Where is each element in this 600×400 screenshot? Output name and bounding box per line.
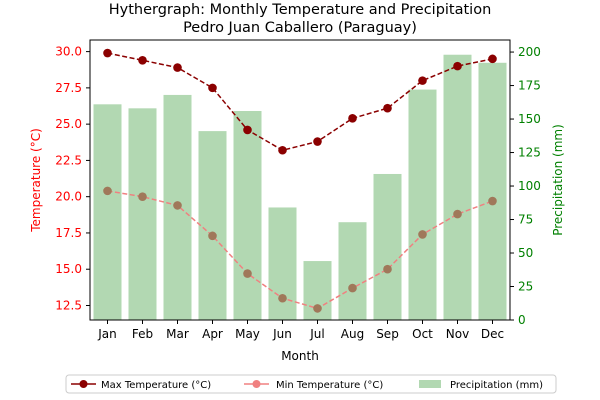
precipitation-bars <box>93 54 507 321</box>
precip-bar-oct <box>408 89 437 320</box>
x-tick-label-apr: Apr <box>202 327 223 341</box>
x-tick-label-oct: Oct <box>412 327 433 341</box>
right-tick-label: 0 <box>518 313 526 327</box>
x-axis-label: Month <box>281 349 319 363</box>
max-temp-point-dec <box>488 54 497 64</box>
x-tick-label-aug: Aug <box>341 327 364 341</box>
left-tick-label: 12.5 <box>55 298 82 312</box>
min-temp-line <box>107 190 493 310</box>
left-axis-ticks: 12.5 15.0 17.5 20.0 22.5 25.0 27.5 30.0 <box>55 45 90 312</box>
left-tick-label: 15.0 <box>55 262 82 276</box>
max-temp-point-may <box>243 125 252 135</box>
right-tick-label: 100 <box>518 179 541 193</box>
right-axis-label: Precipitation (mm) <box>551 124 565 236</box>
right-tick-label: 50 <box>518 246 533 260</box>
x-tick-label-dec: Dec <box>481 327 504 341</box>
precip-bar-aug <box>338 222 367 320</box>
min-temp-point-jan <box>103 186 112 196</box>
right-axis-ticks: 0 25 50 75 100 125 150 175 200 <box>510 45 541 327</box>
precip-bar-apr <box>198 131 227 320</box>
max-temp-point-nov <box>453 61 462 71</box>
legend-label-min: Min Temperature (°C) <box>276 380 383 391</box>
min-temp-point-may <box>243 269 252 278</box>
x-tick-label-jan: Jan <box>97 327 117 341</box>
max-temp-point-feb <box>138 56 147 65</box>
plot-frame <box>89 39 511 321</box>
left-tick-label: 30.0 <box>55 45 82 59</box>
x-tick-label-feb: Feb <box>132 327 153 341</box>
right-tick-label: 175 <box>518 79 541 93</box>
max-temp-point-apr <box>208 83 217 93</box>
max-temp-line <box>107 52 493 152</box>
chart-title: Hythergraph: Monthly Temperature and Pre… <box>109 2 492 18</box>
max-temp-point-mar <box>173 63 182 72</box>
min-temp-point-jun <box>278 293 287 303</box>
x-tick-label-may: May <box>235 327 260 341</box>
precip-bar-jan <box>93 104 122 321</box>
left-tick-label: 20.0 <box>55 190 82 204</box>
min-temp-point-dec <box>488 196 497 206</box>
legend-marker-max <box>79 380 88 388</box>
right-tick-label: 125 <box>518 146 541 160</box>
x-tick-label-sep: Sep <box>376 327 399 341</box>
min-temp-point-sep <box>383 264 392 274</box>
min-temp-point-aug <box>348 283 357 293</box>
max-temp-point-jan <box>103 48 112 58</box>
chart-subtitle: Pedro Juan Caballero (Paraguay) <box>183 20 417 36</box>
min-temp-point-oct <box>418 230 427 239</box>
max-temp-point-sep <box>383 103 392 113</box>
right-tick-label: 200 <box>518 45 541 59</box>
legend-swatch-precip <box>419 380 441 388</box>
min-temp-point-nov <box>453 209 462 219</box>
precip-bar-feb <box>128 108 157 321</box>
min-temp-point-feb <box>138 192 147 201</box>
max-temp-point-aug <box>348 114 357 123</box>
x-tick-label-jun: Jun <box>272 327 292 341</box>
x-tick-label-nov: Nov <box>446 327 469 341</box>
min-temp-point-mar <box>173 201 182 210</box>
right-tick-label: 150 <box>518 112 541 126</box>
legend-label-precip: Precipitation (mm) <box>450 380 543 391</box>
precip-bar-sep <box>373 173 402 320</box>
precip-bar-dec <box>478 62 507 321</box>
legend-frame <box>65 374 557 394</box>
max-temp-point-jul <box>313 137 322 146</box>
legend-marker-min <box>252 380 261 388</box>
right-tick-label: 25 <box>518 280 533 294</box>
left-tick-label: 25.0 <box>55 117 82 131</box>
max-temp-point-oct <box>418 76 427 85</box>
min-temp-point-jul <box>313 304 322 313</box>
min-temp-point-apr <box>208 231 217 241</box>
left-axis-label: Temperature (°C) <box>29 128 43 233</box>
left-tick-label: 17.5 <box>55 226 82 240</box>
precip-bar-nov <box>443 54 472 320</box>
right-tick-label: 75 <box>518 213 533 227</box>
precip-bar-may <box>233 111 262 320</box>
left-tick-label: 22.5 <box>55 153 82 167</box>
x-axis-ticks: Jan Feb Mar Apr May Jun Jul Aug Sep Oct Nov Dec <box>97 320 504 341</box>
max-temp-point-jun <box>278 145 287 155</box>
left-tick-label: 27.5 <box>55 81 82 95</box>
precip-bar-jun <box>268 207 297 320</box>
temperature-lines <box>103 48 497 313</box>
legend-label-max: Max Temperature (°C) <box>101 380 211 391</box>
legend: Max Temperature (°C) Min Temperature (°C… <box>65 374 557 394</box>
x-tick-label-mar: Mar <box>166 327 189 341</box>
x-tick-label-jul: Jul <box>309 327 324 341</box>
